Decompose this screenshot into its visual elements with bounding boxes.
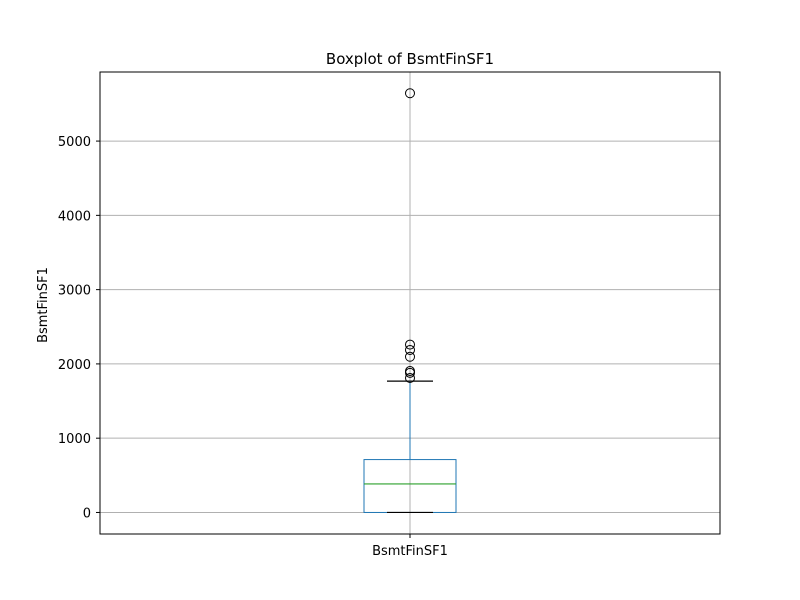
outlier-point	[405, 344, 415, 355]
y-tick-label: 0	[83, 506, 91, 521]
outlier-point	[405, 351, 415, 362]
y-tick-label: 2000	[58, 358, 91, 373]
x-tick-label: BsmtFinSF1	[372, 544, 448, 559]
grid-layer	[100, 72, 720, 534]
chart-title: Boxplot of BsmtFinSF1	[326, 50, 494, 68]
outlier-point	[405, 88, 415, 99]
y-axis-label: BsmtFinSF1	[36, 267, 51, 343]
outlier-point	[405, 339, 415, 350]
plot-layer	[363, 88, 457, 514]
y-tick-label: 5000	[58, 135, 91, 150]
outlier-point	[405, 366, 415, 377]
y-tick-label: 3000	[58, 284, 91, 299]
axis-layer: 0 1000 2000 3000 4000 5000 BsmtFinSF1	[58, 71, 721, 559]
y-tick-label: 4000	[58, 209, 91, 224]
outlier-point	[405, 373, 415, 384]
y-tick-label: 1000	[58, 432, 91, 447]
